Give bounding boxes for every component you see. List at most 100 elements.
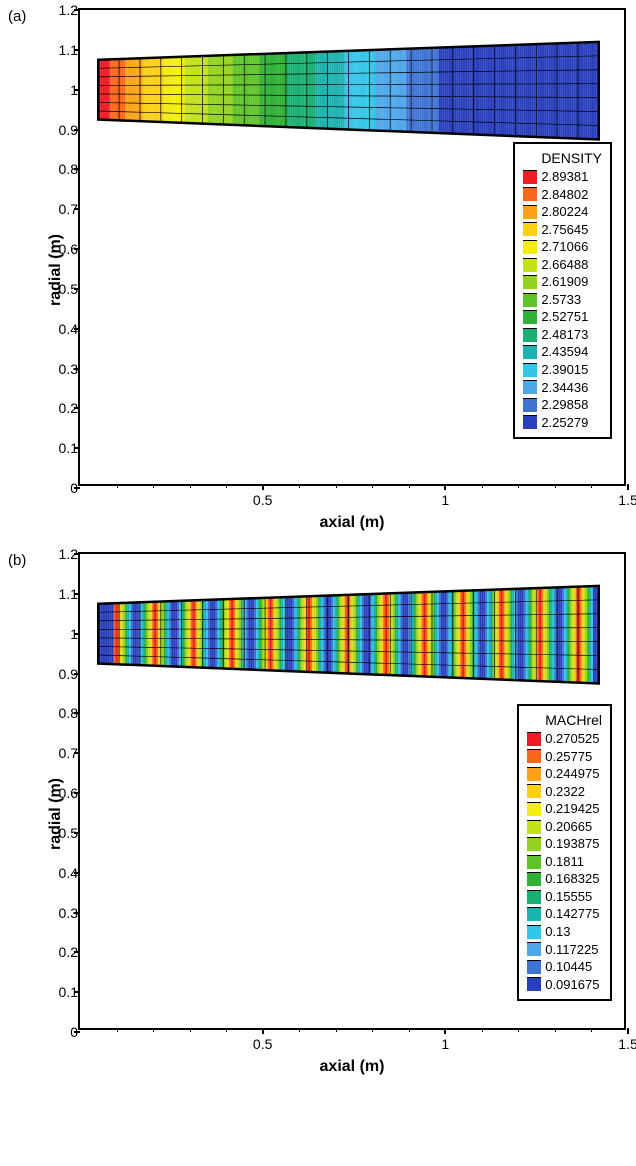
legend-swatch <box>523 328 537 342</box>
legend-row: 2.61909 <box>523 273 602 291</box>
legend-value: 2.43594 <box>541 343 588 361</box>
plot-area: 00.10.20.30.40.50.60.70.80.911.11.20.511… <box>78 552 626 1030</box>
legend: MACHrel0.2705250.257750.2449750.23220.21… <box>517 704 612 1001</box>
legend-value: 2.75645 <box>541 221 588 239</box>
legend-value: 2.71066 <box>541 238 588 256</box>
chart-panel: (a)00.10.20.30.40.50.60.70.80.911.11.20.… <box>8 8 628 532</box>
legend-value: 0.091675 <box>545 976 599 994</box>
x-tick-label: 1.5 <box>618 492 636 508</box>
legend-swatch <box>527 820 541 834</box>
legend-swatch <box>523 380 537 394</box>
legend-row: 2.84802 <box>523 186 602 204</box>
y-tick-label: 0.4 <box>38 865 78 881</box>
legend-row: 0.15555 <box>527 888 602 906</box>
legend-row: 2.66488 <box>523 256 602 274</box>
legend-value: 0.1811 <box>545 853 584 871</box>
legend-swatch <box>527 767 541 781</box>
legend-swatch <box>523 415 537 429</box>
legend-swatch <box>527 872 541 886</box>
legend-value: 2.39015 <box>541 361 588 379</box>
legend-value: 0.168325 <box>545 870 599 888</box>
legend-swatch <box>527 977 541 991</box>
legend-swatch <box>527 749 541 763</box>
y-tick-label: 0.1 <box>38 440 78 456</box>
legend-swatch <box>523 170 537 184</box>
y-tick-label: 0.7 <box>38 745 78 761</box>
y-tick-label: 0.4 <box>38 321 78 337</box>
legend-value: 2.66488 <box>541 256 588 274</box>
legend-swatch <box>523 310 537 324</box>
legend-swatch <box>523 258 537 272</box>
legend-value: 0.117225 <box>545 941 598 959</box>
legend-value: 2.89381 <box>541 168 588 186</box>
y-tick-label: 1 <box>38 82 78 98</box>
legend-row: 0.2322 <box>527 783 602 801</box>
legend-swatch <box>523 205 537 219</box>
legend-value: 0.142775 <box>545 905 599 923</box>
legend-value: 2.61909 <box>541 273 588 291</box>
legend-value: 2.48173 <box>541 326 588 344</box>
legend-value: 2.80224 <box>541 203 588 221</box>
legend-value: 2.34436 <box>541 379 588 397</box>
y-tick-label: 1 <box>38 626 78 642</box>
legend-swatch <box>527 942 541 956</box>
legend-row: 0.1811 <box>527 853 602 871</box>
legend-swatch <box>523 293 537 307</box>
y-tick-label: 0.2 <box>38 944 78 960</box>
legend-value: 2.5733 <box>541 291 581 309</box>
legend-row: 0.117225 <box>527 941 602 959</box>
legend-row: 2.75645 <box>523 221 602 239</box>
chart-panel: (b) 00.10.20.30.40.50.60.70.80.911.11.20.… <box>8 552 628 1076</box>
legend-value: 2.84802 <box>541 186 588 204</box>
legend-swatch <box>527 890 541 904</box>
legend-row: 2.48173 <box>523 326 602 344</box>
legend-swatch <box>527 907 541 921</box>
y-tick-label: 1.2 <box>38 2 78 18</box>
y-tick-label: 1.1 <box>38 586 78 602</box>
legend-swatch <box>523 398 537 412</box>
legend-swatch <box>527 960 541 974</box>
legend: DENSITY 2.893812.848022.802242.756452.710… <box>513 142 612 439</box>
legend-value: 2.25279 <box>541 414 588 432</box>
legend-row: 0.25775 <box>527 748 602 766</box>
panel-label: (b) <box>8 552 26 569</box>
x-tick-label: 1 <box>441 492 449 508</box>
legend-row: 2.80224 <box>523 203 602 221</box>
panel-label: (a) <box>8 8 26 25</box>
y-tick-label: 0.7 <box>38 201 78 217</box>
legend-row: 2.29858 <box>523 396 602 414</box>
y-tick-label: 0.9 <box>38 122 78 138</box>
legend-swatch <box>527 837 541 851</box>
y-tick-label: 0.8 <box>38 161 78 177</box>
legend-row: 0.244975 <box>527 765 602 783</box>
legend-swatch <box>523 222 537 236</box>
legend-row: 0.193875 <box>527 835 602 853</box>
legend-row: 2.89381 <box>523 168 602 186</box>
legend-swatch <box>527 925 541 939</box>
legend-swatch <box>523 187 537 201</box>
y-tick-label: 1.2 <box>38 546 78 562</box>
legend-row: 0.13 <box>527 923 602 941</box>
legend-value: 0.10445 <box>545 958 592 976</box>
y-axis-label: radial (m) <box>47 234 65 306</box>
legend-value: 0.15555 <box>545 888 592 906</box>
y-tick-label: 0.3 <box>38 361 78 377</box>
y-tick-label: 0.3 <box>38 905 78 921</box>
y-tick-label: 0.2 <box>38 400 78 416</box>
legend-swatch <box>523 240 537 254</box>
legend-row: 2.43594 <box>523 343 602 361</box>
legend-value: 0.270525 <box>545 730 599 748</box>
legend-row: 0.091675 <box>527 976 602 994</box>
y-tick-label: 0 <box>38 1024 78 1040</box>
x-tick-label: 0.5 <box>253 492 272 508</box>
legend-value: 0.13 <box>545 923 570 941</box>
legend-swatch <box>523 275 537 289</box>
legend-row: 2.25279 <box>523 414 602 432</box>
legend-title: DENSITY <box>523 150 602 166</box>
legend-value: 0.25775 <box>545 748 592 766</box>
legend-swatch <box>527 732 541 746</box>
legend-value: 0.193875 <box>545 835 599 853</box>
x-tick-label: 0.5 <box>253 1036 272 1052</box>
x-tick-label: 1 <box>441 1036 449 1052</box>
x-axis-label: axial (m) <box>78 1058 626 1076</box>
